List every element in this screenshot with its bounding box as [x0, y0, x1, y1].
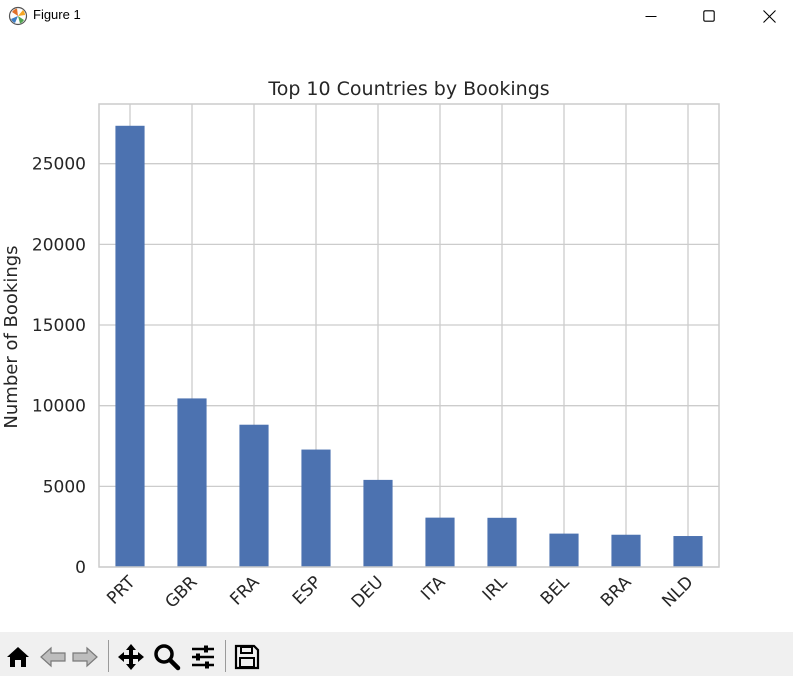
maximize-button[interactable]	[680, 0, 738, 32]
y-tick-labels: 0 5000 10000 15000 20000 25000	[32, 155, 86, 578]
configure-subplots-icon	[192, 645, 214, 669]
x-tick-label: DEU	[348, 572, 388, 612]
window-title: Figure 1	[33, 7, 81, 22]
x-tick-label: FRA	[226, 572, 263, 609]
y-tick-label: 20000	[32, 235, 86, 255]
home-button[interactable]	[4, 642, 32, 672]
save-button[interactable]	[233, 642, 261, 672]
zoom-button[interactable]	[153, 642, 181, 672]
x-tick-label: BEL	[537, 572, 574, 609]
home-icon	[7, 647, 29, 667]
title-bar: Figure 1	[0, 0, 793, 32]
y-tick-label: 15000	[32, 316, 86, 336]
toolbar-separator	[225, 640, 226, 672]
bar-prt	[115, 125, 145, 567]
plot-frame	[98, 103, 720, 568]
x-tick-label: GBR	[161, 572, 201, 612]
matplotlib-icon	[8, 6, 28, 26]
y-tick-label: 10000	[32, 397, 86, 417]
bar-bel	[549, 533, 579, 567]
x-tick-label: IRL	[479, 572, 512, 605]
bar-irl	[487, 517, 517, 567]
pan-button[interactable]	[117, 642, 145, 672]
x-tick-label: NLD	[658, 572, 697, 611]
bar-gbr	[177, 398, 207, 567]
bar-deu	[363, 479, 393, 567]
bar-esp	[301, 449, 331, 567]
forward-arrow-icon	[72, 646, 98, 668]
zoom-icon	[154, 644, 181, 671]
x-tick-label: PRT	[103, 572, 140, 609]
bar-bra	[611, 534, 641, 567]
y-axis-label: Number of Bookings	[1, 245, 22, 428]
bar-ita	[425, 517, 455, 567]
y-tick-label: 25000	[32, 155, 86, 175]
y-tick-label: 5000	[43, 477, 86, 497]
save-icon	[234, 644, 260, 670]
minimize-icon	[645, 16, 657, 17]
bar-nld	[673, 536, 703, 567]
back-arrow-icon	[40, 646, 66, 668]
bar-chart: 0 5000 10000 15000 20000 25000 PRT GBR FRA ESP DE…	[1, 78, 720, 612]
bar-fra	[239, 424, 269, 567]
forward-button[interactable]	[71, 642, 99, 672]
close-icon	[762, 9, 776, 23]
x-tick-label: BRA	[597, 572, 636, 611]
minimize-button[interactable]	[622, 0, 680, 32]
bars	[115, 125, 703, 567]
close-button[interactable]	[740, 0, 793, 32]
chart-title: Top 10 Countries by Bookings	[267, 78, 549, 100]
pan-icon	[118, 644, 144, 670]
configure-subplots-button[interactable]	[189, 642, 217, 672]
maximize-icon	[703, 10, 715, 22]
back-button[interactable]	[39, 642, 67, 672]
y-tick-label: 0	[75, 558, 86, 578]
x-tick-labels: PRT GBR FRA ESP DEU ITA IRL BEL BRA NLD	[103, 572, 697, 612]
x-tick-label: ITA	[417, 572, 450, 605]
x-tick-label: ESP	[289, 572, 326, 609]
toolbar-separator	[108, 640, 109, 672]
